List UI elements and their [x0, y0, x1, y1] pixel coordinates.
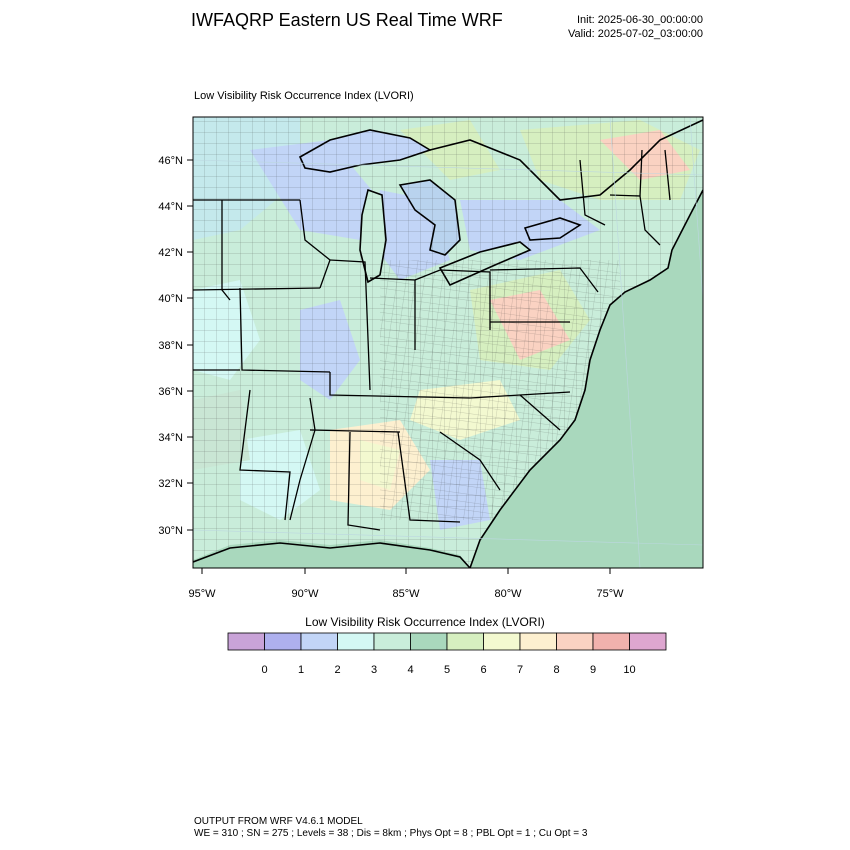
colorbar-swatch: [337, 632, 375, 651]
colorbar-swatch: [519, 632, 557, 651]
colorbar-title: Low Visibility Risk Occurrence Index (LV…: [305, 615, 545, 629]
colorbar-swatch: [300, 632, 338, 651]
lon-tick-label: 95°W: [188, 588, 216, 600]
lat-tick-label: 38°N: [158, 340, 183, 352]
colorbar-label: 7: [517, 664, 523, 676]
longitude-axis: 95°W 90°W 85°W 80°W 75°W: [188, 568, 624, 600]
gulf-overlay: [193, 543, 470, 568]
colorbar-label: 8: [553, 664, 559, 676]
colorbar-swatch: [227, 632, 265, 651]
lon-tick-label: 90°W: [291, 588, 319, 600]
colorbar-label: 9: [590, 664, 596, 676]
lat-tick-label: 34°N: [158, 432, 183, 444]
lat-tick-label: 42°N: [158, 247, 183, 259]
colorbar-swatch: [446, 632, 484, 651]
coastlines: [193, 119, 703, 568]
colorbar-label: 5: [444, 664, 450, 676]
map-area: [193, 117, 703, 568]
colorbar-label: 2: [334, 664, 340, 676]
valid-time: Valid: 2025-07-02_03:00:00: [568, 28, 703, 40]
colorbar: 0 1 2 3 4 5 6 7 8 9 10: [227, 632, 667, 676]
lat-tick-label: 44°N: [158, 201, 183, 213]
footer-config: WE = 310 ; SN = 275 ; Levels = 38 ; Dis …: [194, 828, 588, 839]
colorbar-swatch: [264, 632, 302, 651]
colorbar-label: 4: [407, 664, 413, 676]
colorbar-swatch: [592, 632, 630, 651]
colorbar-swatch: [373, 632, 411, 651]
lat-tick-label: 30°N: [158, 525, 183, 537]
init-time: Init: 2025-06-30_00:00:00: [577, 14, 703, 26]
colorbar-swatch: [556, 632, 594, 651]
colorbar-label: 10: [623, 664, 635, 676]
colorbar-label: 3: [371, 664, 377, 676]
lat-tick-label: 40°N: [158, 293, 183, 305]
footer-model: OUTPUT FROM WRF V4.6.1 MODEL: [194, 816, 363, 827]
colorbar-swatch: [629, 632, 667, 651]
colorbar-label: 0: [261, 664, 267, 676]
lat-tick-label: 46°N: [158, 155, 183, 167]
lat-tick-label: 36°N: [158, 386, 183, 398]
map-frame: [192, 116, 704, 569]
lon-tick-label: 80°W: [494, 588, 522, 600]
ocean-overlay: [470, 117, 703, 568]
colorbar-label: 6: [480, 664, 486, 676]
state-boundaries: [193, 149, 671, 531]
lon-tick-label: 85°W: [392, 588, 420, 600]
graticule: [193, 117, 703, 568]
plot-title: Low Visibility Risk Occurrence Index (LV…: [194, 90, 414, 102]
colorbar-swatch: [410, 632, 448, 651]
colorbar-swatch: [483, 632, 521, 651]
colorbar-label: 1: [298, 664, 304, 676]
lat-tick-label: 32°N: [158, 478, 183, 490]
lon-tick-label: 75°W: [596, 588, 624, 600]
latitude-axis: 46°N 44°N 42°N 40°N 38°N 36°N 34°N 32°N 30°N: [158, 155, 193, 537]
main-title: IWFAQRP Eastern US Real Time WRF: [191, 10, 503, 30]
